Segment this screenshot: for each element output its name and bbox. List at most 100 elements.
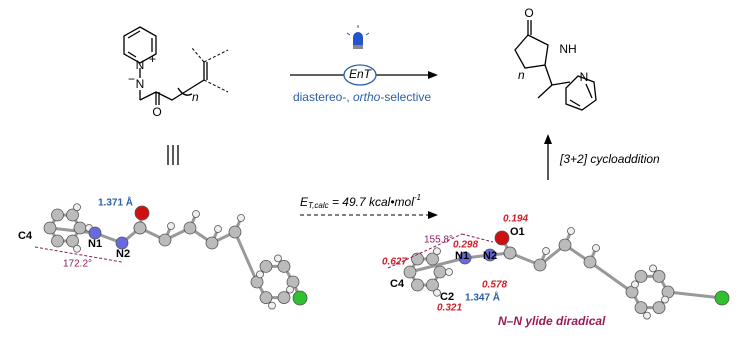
arrowhead [428, 71, 438, 79]
atom [88, 226, 102, 240]
atom [134, 205, 150, 221]
atom [167, 222, 175, 230]
atom [411, 252, 424, 266]
text: -1 [414, 193, 421, 202]
atom [292, 290, 308, 306]
atom: O [152, 105, 161, 119]
atom [228, 225, 242, 239]
text: -selective [380, 90, 431, 104]
atom-label: N2 [483, 250, 497, 262]
atom [558, 238, 572, 252]
methyl [203, 79, 229, 93]
atom [652, 301, 666, 314]
atom-label: N2 [116, 248, 130, 260]
atom [567, 227, 575, 235]
pyridine-ring [565, 75, 597, 111]
text: E [300, 195, 309, 209]
equivalence [167, 145, 179, 165]
atom [634, 270, 648, 283]
atom [73, 221, 87, 235]
atom [542, 247, 550, 255]
atom [533, 258, 547, 272]
atom [259, 260, 273, 273]
atom [115, 236, 129, 250]
atom [494, 230, 510, 246]
atom [458, 251, 472, 265]
atom [277, 291, 291, 304]
angle-line [461, 233, 494, 243]
atom [583, 255, 597, 269]
models [43, 203, 730, 320]
angle: 172.2° [63, 259, 92, 270]
atom [133, 221, 147, 235]
atom [73, 244, 81, 253]
atom [259, 291, 273, 304]
catalyst-cycle [343, 64, 377, 86]
repeat-bracket [177, 87, 193, 96]
text: ortho [353, 90, 381, 104]
bond [409, 256, 466, 274]
atom [652, 270, 666, 283]
bond [127, 51, 137, 58]
atom [66, 208, 79, 222]
pyridinium-ring [123, 26, 157, 64]
atom [503, 246, 517, 260]
atom [433, 247, 441, 256]
step-label: [3+2] cycloaddition [559, 152, 660, 166]
atom [634, 301, 648, 314]
atom [43, 221, 57, 235]
repeat: n [518, 68, 525, 82]
text: T,calc [308, 201, 329, 210]
atom [649, 264, 657, 273]
atom [426, 278, 439, 292]
atom [661, 295, 669, 304]
atom: N [136, 58, 145, 72]
atom [643, 311, 651, 320]
bond-length: 1.371 Å [98, 196, 133, 209]
atom: O [524, 6, 533, 20]
methyl [191, 47, 205, 63]
bond [49, 226, 96, 235]
atom [714, 290, 730, 306]
spin-density: 0.194 [503, 214, 528, 225]
atom [483, 248, 497, 262]
atom [268, 301, 276, 310]
atom: N [136, 77, 145, 91]
atom-label: C2 [440, 291, 454, 303]
atom [433, 265, 447, 279]
atom [214, 225, 222, 233]
atom [256, 270, 264, 279]
atom [73, 203, 81, 212]
chain [139, 62, 205, 101]
bond [233, 231, 259, 283]
caption: N–N ylide diradical [498, 314, 606, 328]
atom [286, 285, 294, 294]
atom-label: N1 [455, 250, 469, 262]
reactant: N + N − O n [123, 26, 229, 119]
atom [592, 244, 600, 252]
atom [205, 236, 219, 250]
atom [411, 278, 424, 292]
atom [183, 221, 197, 235]
atom [403, 265, 417, 279]
atom [237, 214, 245, 222]
bond [127, 30, 141, 39]
product: O NH n N [514, 6, 597, 111]
angle-line [387, 233, 463, 269]
atom [158, 233, 172, 247]
bond [667, 290, 723, 300]
atom: N [580, 70, 589, 84]
atom-label: O1 [510, 226, 525, 238]
methyl [203, 49, 229, 63]
atom [433, 288, 441, 297]
repeat: n [192, 90, 199, 104]
atom-label: C4 [18, 230, 33, 242]
bond [589, 260, 633, 294]
spin-density: 0.627 [382, 257, 407, 268]
angle: 155.8° [424, 235, 453, 246]
bond-length: 1.347 Å [465, 291, 500, 304]
atom: NH [559, 42, 576, 56]
atom [445, 268, 453, 276]
atom [51, 208, 64, 222]
